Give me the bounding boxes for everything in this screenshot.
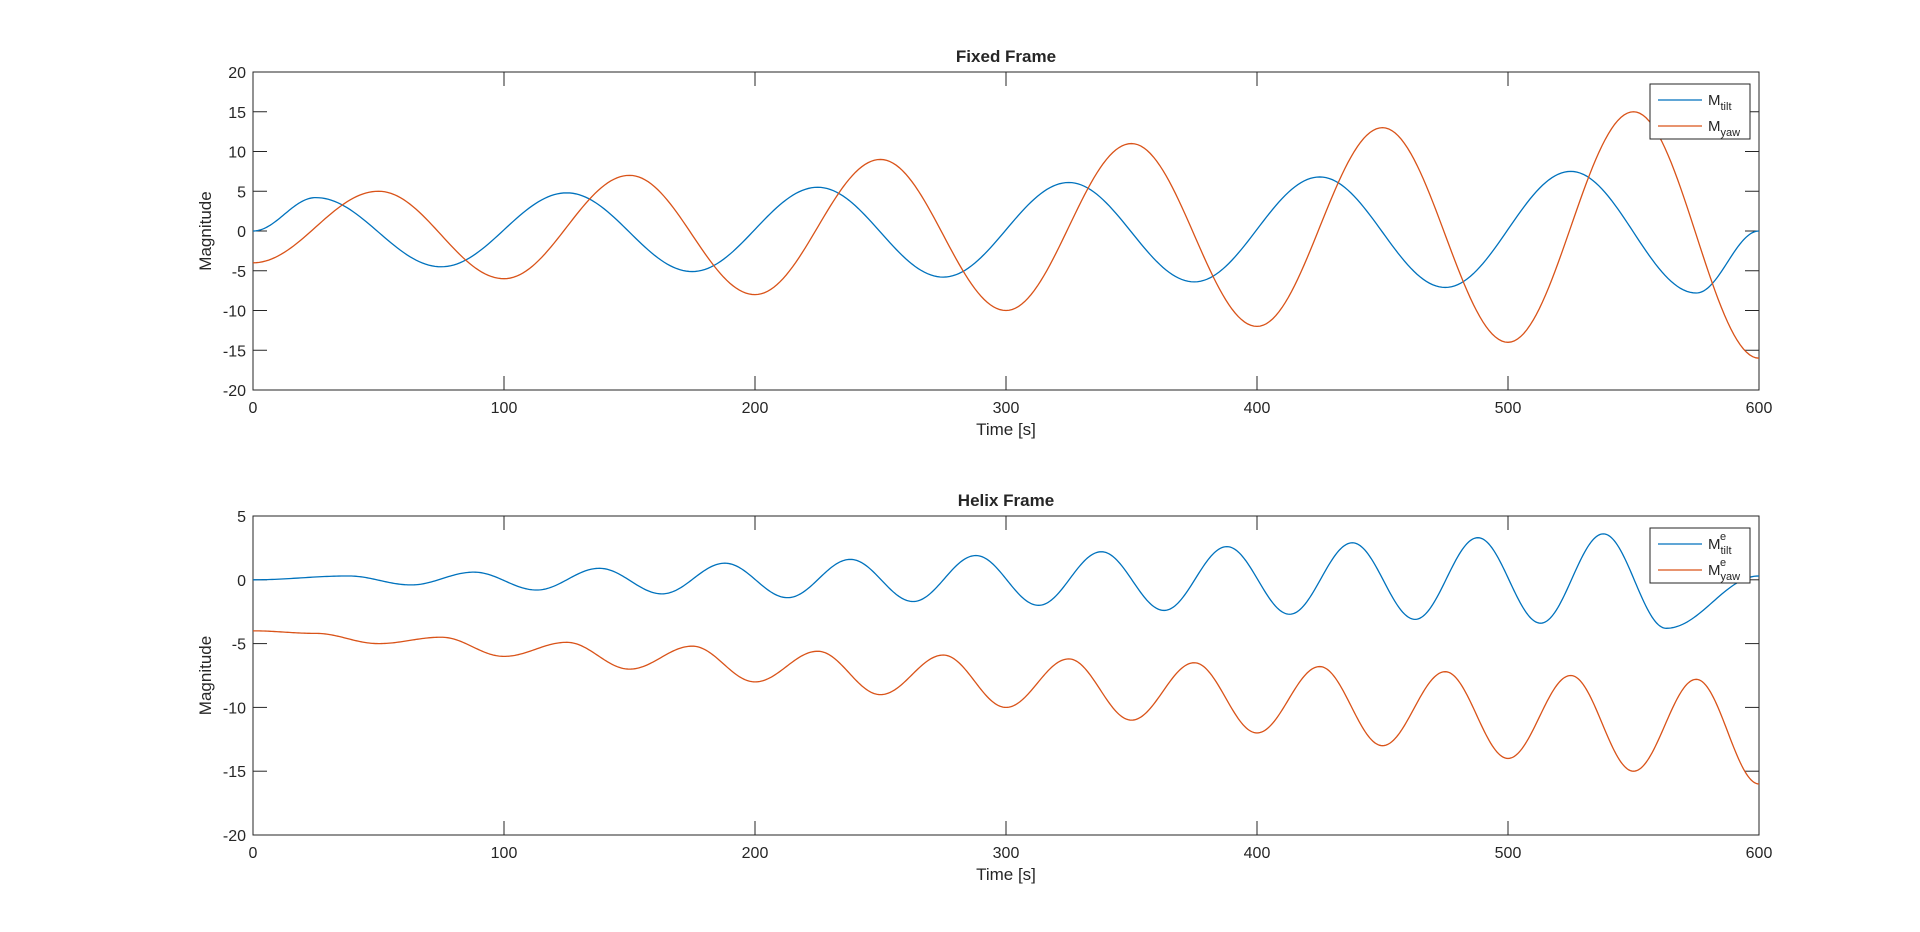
axes-box [252, 71, 1760, 391]
legend-subscript: tilt [1721, 545, 1732, 557]
y-tick-label: 5 [237, 184, 246, 201]
x-tick-label: 400 [1244, 400, 1271, 417]
x-tick-label: 600 [1746, 845, 1773, 862]
y-tick-label: 0 [237, 573, 246, 590]
legend-subscript: tilt [1721, 101, 1732, 113]
x-tick-label: 0 [249, 400, 258, 417]
legend-box [1649, 83, 1751, 140]
legend-superscript: e [1720, 531, 1726, 543]
y-tick-label: 10 [228, 145, 246, 162]
legend-main: M [1708, 562, 1721, 579]
y-tick-label: 5 [237, 509, 246, 526]
y-axis-label: Magnitude [196, 191, 215, 270]
chart-title: Fixed Frame [956, 47, 1056, 66]
y-tick-label: -15 [223, 764, 246, 781]
y-tick-label: -5 [232, 264, 246, 281]
y-axis-label: Magnitude [196, 636, 215, 715]
x-tick-label: 100 [491, 845, 518, 862]
legend-entry-tilt: Mtilt [1708, 536, 1732, 557]
legend-subscript: yaw [1721, 571, 1741, 583]
x-tick-label: 300 [993, 400, 1020, 417]
legend-superscript: e [1720, 557, 1726, 569]
y-tick-label: -10 [223, 304, 246, 321]
legend-subscript: yaw [1721, 127, 1741, 139]
series-line-yaw [253, 111, 1759, 359]
legend-main: M [1708, 118, 1721, 135]
legend-main: M [1708, 536, 1721, 553]
y-tick-label: -10 [223, 700, 246, 717]
x-tick-label: 0 [249, 845, 258, 862]
legend-main: M [1708, 92, 1721, 109]
x-axis-label: Time [s] [976, 420, 1036, 439]
y-tick-label: 15 [228, 105, 246, 122]
x-axis-label: Time [s] [976, 865, 1036, 884]
legend-entry-tilt: Mtilt [1708, 92, 1732, 113]
x-tick-label: 500 [1495, 400, 1522, 417]
y-tick-label: -5 [232, 637, 246, 654]
x-tick-label: 100 [491, 400, 518, 417]
y-tick-label: -15 [223, 343, 246, 360]
y-tick-label: -20 [223, 383, 246, 400]
legend-entry-yaw: Myaw [1708, 118, 1740, 139]
chart-title: Helix Frame [958, 491, 1054, 510]
x-tick-label: 300 [993, 845, 1020, 862]
legend-box [1649, 527, 1751, 584]
x-tick-label: 200 [742, 845, 769, 862]
chart-1: 0 100 200 300 400 500 600 20 15 10 5 0 -5 -10 -15 -20 Fi… [196, 47, 1772, 439]
y-tick-label: -20 [223, 828, 246, 845]
x-tick-label: 500 [1495, 845, 1522, 862]
x-tick-label: 600 [1746, 400, 1773, 417]
chart-2: 0 100 200 300 400 500 600 5 0 -5 -10 -15 -20 Helix Fr… [196, 491, 1772, 884]
series-line-tilt [253, 533, 1759, 629]
y-tick-label: 0 [237, 224, 246, 241]
legend-entry-yaw: Myaw [1708, 562, 1740, 583]
axes-box [252, 515, 1760, 836]
series-line-tilt [253, 170, 1759, 294]
x-tick-label: 200 [742, 400, 769, 417]
x-tick-label: 400 [1244, 845, 1271, 862]
series-line-yaw [253, 630, 1759, 785]
y-tick-label: 20 [228, 65, 246, 82]
